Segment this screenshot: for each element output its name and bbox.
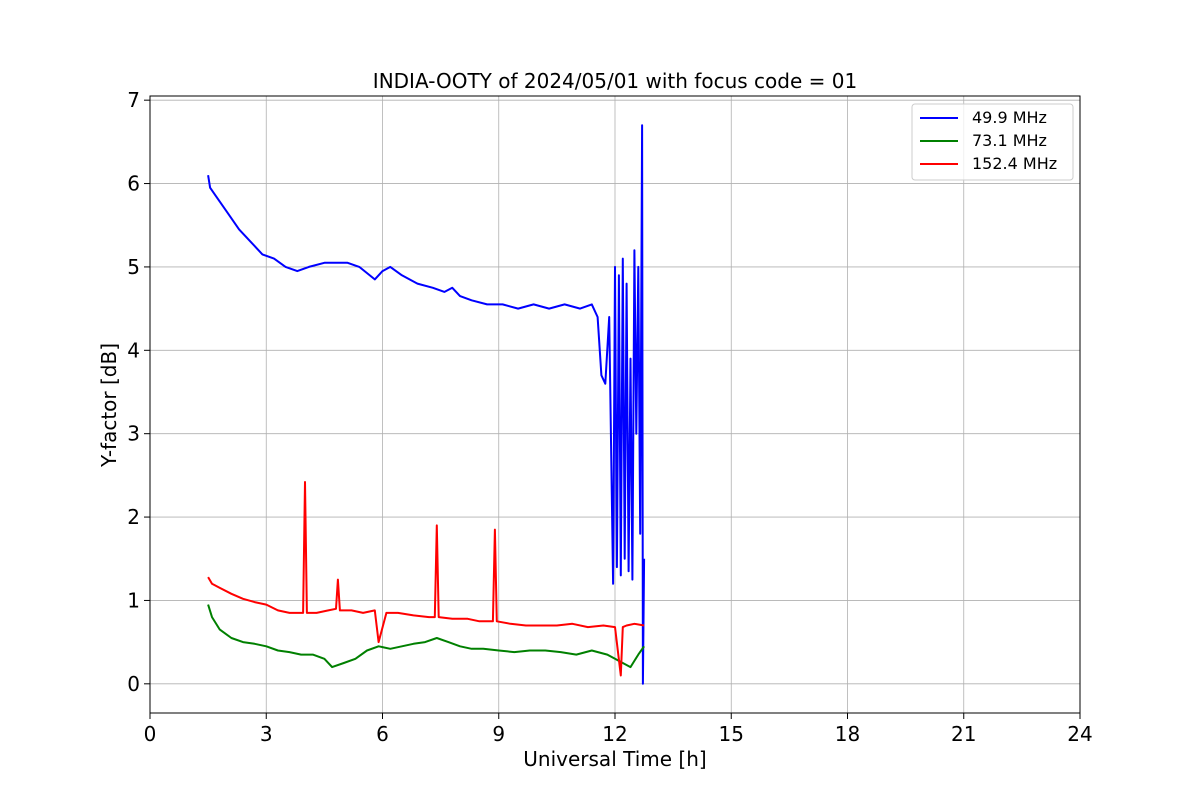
x-tick-label: 12 (602, 722, 627, 746)
y-tick-label: 4 (127, 338, 140, 362)
series-line-49-9-mhz (207, 124, 646, 685)
y-tick-label: 7 (127, 88, 140, 112)
x-axis-label: Universal Time [h] (523, 747, 706, 771)
series-layer (207, 124, 646, 685)
series-line-73-1-mhz (207, 604, 645, 669)
y-tick-label: 6 (127, 172, 140, 196)
legend-label: 73.1 MHz (972, 131, 1047, 150)
legend-label: 49.9 MHz (972, 108, 1047, 127)
legend: 49.9 MHz 73.1 MHz 152.4 MHz (911, 103, 1074, 181)
x-tick-label: 24 (1067, 722, 1092, 746)
x-tick-label: 0 (144, 722, 157, 746)
legend-label: 152.4 MHz (972, 154, 1057, 173)
x-tick-label: 21 (951, 722, 976, 746)
x-tick-label: 15 (719, 722, 744, 746)
series-line-152-4-mhz (207, 481, 645, 677)
x-tick-label: 9 (492, 722, 505, 746)
legend-box (911, 103, 1074, 181)
y-tick-label: 1 (127, 588, 140, 612)
y-tick-label: 2 (127, 505, 140, 529)
y-tick-label: 3 (127, 422, 140, 446)
y-axis-label: Y-factor [dB] (97, 343, 121, 468)
chart-title: INDIA-OOTY of 2024/05/01 with focus code… (373, 69, 857, 93)
x-tick-label: 18 (835, 722, 860, 746)
x-tick-label: 6 (376, 722, 389, 746)
x-tick-label: 3 (260, 722, 273, 746)
y-tick-label: 0 (127, 672, 140, 696)
y-tick-label: 5 (127, 255, 140, 279)
